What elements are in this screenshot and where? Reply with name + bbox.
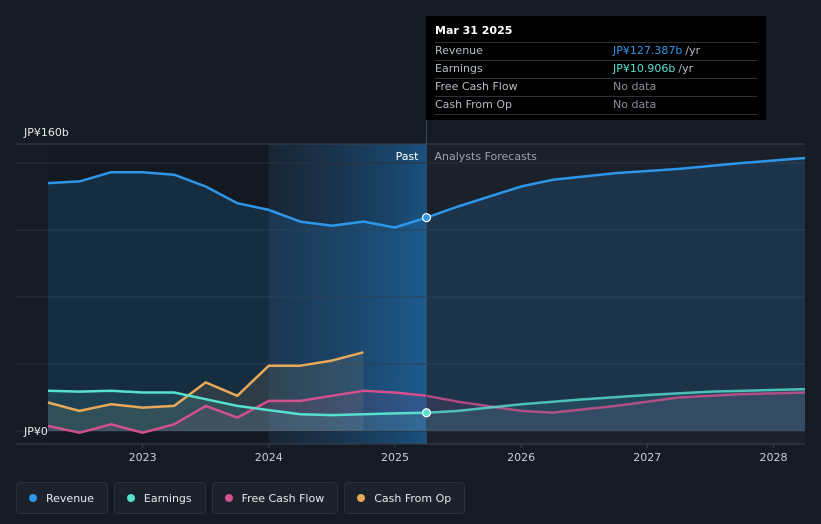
tooltip-label: Revenue — [435, 44, 483, 57]
chart-area: Past Analysts Forecasts JP¥160b JP¥0 2023 202… — [16, 120, 806, 464]
series-forecast-line-earnings — [426, 387, 806, 414]
tooltip-row-revenue: Revenue JP¥127.387b /yr — [435, 42, 757, 60]
tooltip-unit: /yr — [678, 62, 694, 75]
tooltip-row-earnings: Earnings JP¥10.906b /yr — [435, 60, 757, 78]
series-area-earnings — [48, 389, 805, 431]
tooltip-value: JP¥127.387b — [613, 44, 683, 57]
legend-dot-icon — [126, 494, 135, 502]
forecast-region-label: Analysts Forecasts — [435, 150, 538, 163]
highlight-point-revenue — [421, 213, 432, 223]
tooltip-label: Cash From Op — [435, 98, 513, 111]
legend-label: Cash From Op — [374, 491, 452, 505]
tooltip-value: No data — [613, 98, 657, 111]
x-tick-label: 2027 — [633, 451, 661, 464]
legend-label: Revenue — [46, 491, 94, 505]
x-tick-label: 2023 — [129, 451, 157, 464]
y-axis-top-label: JP¥160b — [23, 126, 69, 139]
x-tick-label: 2028 — [759, 451, 787, 464]
x-tick-label: 2025 — [381, 451, 409, 464]
legend-item-revenue[interactable]: Revenue — [16, 482, 108, 514]
past-region-label: Past — [396, 150, 420, 163]
legend-label: Free Cash Flow — [241, 491, 325, 505]
series-line-cash-from-op — [47, 351, 364, 413]
tooltip-value: JP¥10.906b — [613, 62, 676, 75]
x-tick-label: 2024 — [255, 451, 283, 464]
legend-item-earnings[interactable]: Earnings — [113, 482, 206, 514]
legend-item-free-cash-flow[interactable]: Free Cash Flow — [211, 482, 339, 514]
series-line-revenue — [47, 170, 427, 229]
series-forecast-line-revenue — [426, 156, 806, 219]
legend-item-cash-from-op[interactable]: Cash From Op — [344, 482, 466, 514]
tooltip-row-cash-from-op: Cash From Op No data — [435, 96, 757, 115]
tooltip-value: No data — [613, 80, 657, 93]
series-line-free-cash-flow — [47, 389, 427, 434]
series-forecast-line-free-cash-flow — [426, 391, 806, 414]
tooltip-unit: /yr — [685, 44, 701, 57]
highlight-point-earnings — [421, 408, 432, 418]
tooltip-row-free-cash-flow: Free Cash Flow No data — [435, 78, 757, 96]
series-line-earnings — [47, 389, 427, 417]
x-tick-label: 2026 — [507, 451, 535, 464]
tooltip-label: Earnings — [435, 62, 483, 75]
data-tooltip: Mar 31 2025 Revenue JP¥127.387b /yr Earn… — [426, 16, 766, 120]
tooltip-date: Mar 31 2025 — [435, 24, 513, 37]
legend-dot-icon — [224, 494, 233, 502]
tooltip-label: Free Cash Flow — [435, 80, 518, 93]
legend-label: Earnings — [143, 491, 192, 505]
legend-dot-icon — [29, 494, 37, 502]
legend-dot-icon — [357, 494, 366, 502]
y-axis-bottom-label: JP¥0 — [23, 425, 48, 438]
chart-legend: Revenue Earnings Free Cash Flow Cash Fro… — [16, 482, 466, 514]
